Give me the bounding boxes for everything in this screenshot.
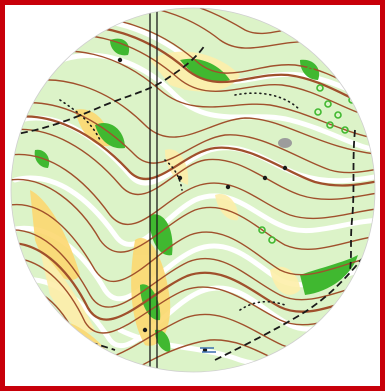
north-lines [149, 8, 158, 372]
boulder-icon [278, 138, 292, 148]
marsh-marks [200, 347, 216, 353]
contour-lines [11, 8, 375, 372]
dot-knolls [117, 57, 288, 353]
dotted-boundaries [59, 92, 301, 311]
map-circle-border [10, 7, 376, 373]
